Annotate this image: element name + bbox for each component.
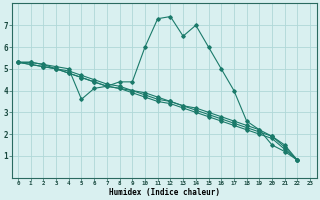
X-axis label: Humidex (Indice chaleur): Humidex (Indice chaleur) xyxy=(108,188,220,197)
